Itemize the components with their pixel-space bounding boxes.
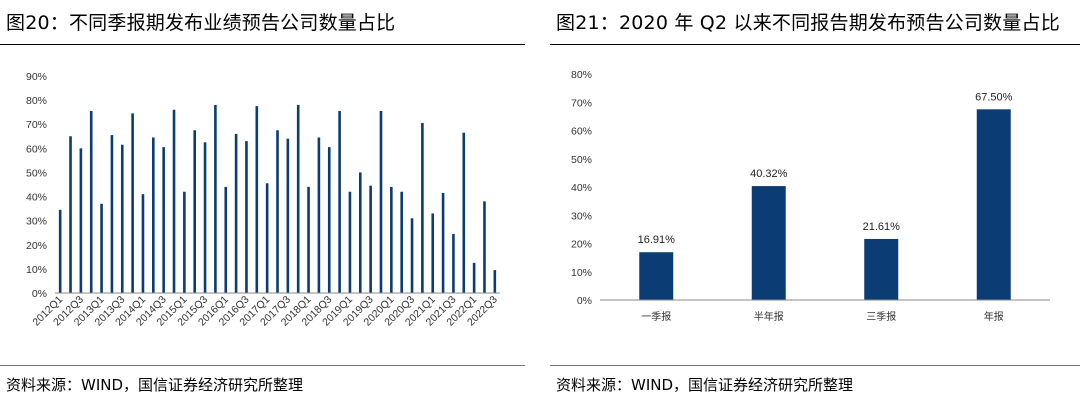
left-bar (348, 191, 352, 293)
left-bar (131, 113, 134, 293)
left-bar (214, 104, 217, 293)
left-bar (462, 132, 466, 293)
left-chart-title: 图20：不同季报期发布业绩预告公司数量占比 (6, 12, 396, 34)
right-bar-data-label: 67.50% (975, 91, 1013, 103)
right-bar-data-label: 21.61% (863, 221, 901, 233)
left-bar (421, 123, 424, 294)
right-y-tick-label: 40% (571, 182, 592, 194)
right-x-category-label: 一季报 (641, 310, 671, 323)
left-bar (431, 213, 435, 293)
left-y-tick-label: 40% (26, 192, 47, 204)
right-source-note: 资料来源：WIND，国信证券经济研究所整理 (556, 376, 854, 394)
left-y-tick-label: 60% (26, 143, 47, 155)
left-title-rule (0, 44, 525, 45)
left-bar (296, 104, 300, 293)
left-bar (358, 172, 362, 293)
right-bar-chart: 0% 10% 20% 30% 40% 50% 60% 70% 80% 16.91% 一季报 40.32… (571, 69, 1050, 323)
left-bar (255, 106, 259, 293)
right-y-tick-label: 30% (571, 210, 592, 222)
left-bar (379, 110, 383, 293)
right-chart-panel: 图21：2020 年 Q2 以来不同报告期发布预告公司数量占比 0% 10% 20%… (550, 0, 1080, 414)
left-bar (441, 192, 445, 293)
left-bar (69, 136, 72, 293)
left-y-tick-label: 80% (26, 95, 47, 107)
left-bar (234, 133, 238, 293)
left-y-tick-label: 70% (26, 119, 47, 131)
left-bar (203, 142, 207, 293)
left-bar (265, 183, 269, 293)
left-bar (152, 137, 155, 293)
right-y-tick-label: 70% (571, 97, 592, 109)
right-bar-data-label: 16.91% (638, 234, 676, 246)
left-bar (483, 201, 486, 293)
right-bar (639, 252, 674, 300)
right-bar (976, 109, 1011, 300)
left-y-tick-label: 90% (26, 71, 47, 83)
left-bar (193, 130, 197, 293)
left-y-tick-label: 30% (26, 216, 47, 228)
right-y-tick-label: 50% (571, 154, 592, 166)
left-bar (390, 186, 393, 293)
left-bar (400, 191, 403, 293)
right-y-tick-label: 0% (577, 295, 592, 307)
right-x-category-label: 半年报 (754, 310, 784, 323)
right-bar (864, 238, 899, 300)
left-bar (162, 147, 165, 293)
left-bar (452, 233, 455, 293)
left-bar (493, 270, 497, 293)
right-x-category-label: 年报 (984, 310, 1004, 323)
left-bar (172, 109, 176, 293)
left-bar (224, 186, 228, 293)
left-chart-panel: 图20：不同季报期发布业绩预告公司数量占比 0% 10% 20% 30% 40% 50% 6… (0, 0, 525, 414)
left-bar (276, 130, 279, 293)
right-x-category-label: 三季报 (866, 310, 896, 323)
left-bar (245, 141, 248, 293)
left-bar (338, 110, 341, 293)
left-y-tick-label: 20% (26, 240, 47, 252)
left-bar (410, 218, 414, 293)
left-bar (286, 138, 290, 293)
right-y-tick-label: 20% (571, 239, 592, 251)
right-chart-title: 图21：2020 年 Q2 以来不同报告期发布预告公司数量占比 (556, 12, 1060, 34)
left-source-note: 资料来源：WIND，国信证券经济研究所整理 (6, 376, 304, 394)
right-bar-data-label: 40.32% (750, 168, 788, 180)
left-y-tick-label: 50% (26, 167, 47, 179)
left-bar (472, 262, 476, 293)
left-bar (58, 209, 62, 293)
left-source-rule (0, 365, 525, 366)
right-source-rule (550, 365, 1080, 366)
left-bar (183, 191, 186, 293)
left-bar (89, 110, 93, 293)
left-y-tick-label: 0% (32, 288, 47, 300)
right-title-rule (550, 44, 1080, 45)
left-bar (110, 135, 114, 293)
right-y-tick-label: 80% (571, 69, 592, 81)
left-bar (79, 148, 83, 293)
left-y-tick-label: 10% (26, 264, 47, 276)
left-bar (100, 203, 103, 293)
left-bar (317, 137, 321, 293)
left-bar-chart: 0%10%20%30%40%50%60%70%80%90%2012Q12012Q… (26, 71, 500, 329)
right-y-tick-label: 60% (571, 126, 592, 138)
right-y-tick-label: 10% (571, 267, 592, 279)
left-bar (327, 147, 331, 293)
right-bar (751, 186, 786, 300)
left-bar (307, 186, 310, 293)
left-bar (369, 185, 372, 293)
left-bar (120, 144, 124, 293)
left-bar (141, 194, 145, 293)
